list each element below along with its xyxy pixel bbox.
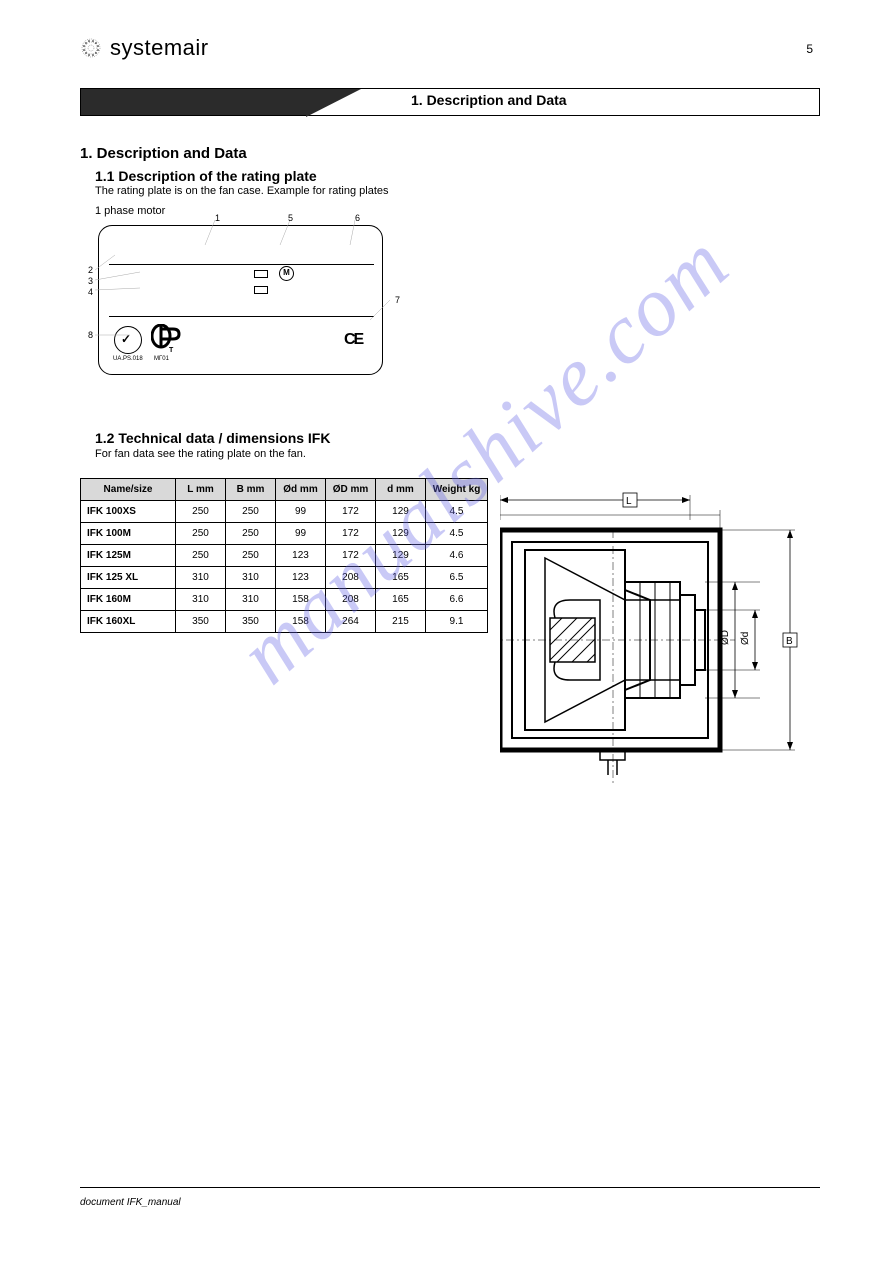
np-num-4: 4 (88, 287, 93, 297)
table-row: IFK 160M3103101582081656.6 (81, 589, 488, 611)
np-num-6: 6 (355, 213, 360, 223)
np-num-8: 8 (88, 330, 93, 340)
nameplate-diagram: M ✓ UA.PS.018 T МГ01 CE (98, 225, 383, 375)
section-1-2-text: For fan data see the rating plate on the… (95, 448, 695, 460)
cert-icon-2: T (151, 324, 183, 354)
footer-text: document IFK_manual (80, 1197, 181, 1208)
phase-label: 1 phase motor (95, 205, 195, 217)
footer-line (80, 1187, 820, 1188)
spec-table: Name/size L mm B mm Ød mm ØD mm d mm Wei… (80, 478, 488, 633)
svg-text:B: B (786, 636, 793, 647)
svg-text:ØD: ØD (720, 630, 731, 645)
title-bar: 1. Description and Data (80, 88, 820, 116)
svg-text:L: L (626, 496, 632, 507)
np-num-1: 1 (215, 213, 220, 223)
table-row: IFK 160XL3503501582642159.1 (81, 611, 488, 633)
table-header-row: Name/size L mm B mm Ød mm ØD mm d mm Wei… (81, 479, 488, 501)
section-1-2-heading: 1.2 Technical data / dimensions IFK (95, 430, 330, 446)
section-1-1-heading: 1.1 Description of the rating plate (95, 168, 317, 184)
bar-title: 1. Description and Data (411, 92, 567, 108)
page-number: 5 (806, 42, 813, 56)
logo-icon (80, 37, 102, 59)
brand-name: systemair (110, 35, 209, 61)
cert-icon-1: ✓ (114, 326, 142, 354)
svg-text:Ød: Ød (740, 632, 751, 645)
svg-text:T: T (169, 347, 174, 354)
section-1-heading: 1. Description and Data (80, 145, 247, 162)
section-1-1-text: The rating plate is on the fan case. Exa… (95, 185, 395, 197)
technical-drawing: L (500, 490, 820, 795)
table-row: IFK 125M2502501231721294.6 (81, 545, 488, 567)
np-num-3: 3 (88, 276, 93, 286)
np-num-7: 7 (395, 295, 400, 305)
table-row: IFK 100XS250250991721294.5 (81, 501, 488, 523)
ce-mark-icon: CE (344, 331, 362, 349)
table-row: IFK 125 XL3103101232081656.5 (81, 567, 488, 589)
table-row: IFK 100M250250991721294.5 (81, 523, 488, 545)
np-num-5: 5 (288, 213, 293, 223)
np-num-2: 2 (88, 265, 93, 275)
header: systemair (80, 35, 209, 61)
motor-icon: M (279, 266, 294, 281)
